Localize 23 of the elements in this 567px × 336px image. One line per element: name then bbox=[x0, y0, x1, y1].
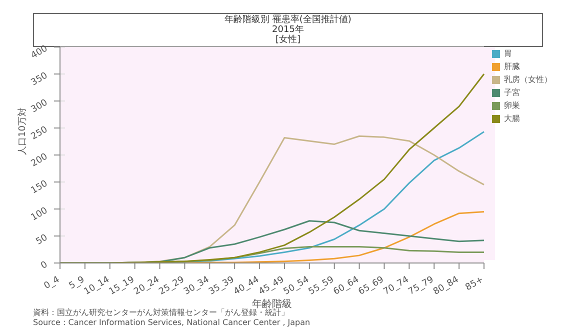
source-note: Source : Cancer Information Services, National Cancer Center , Japan bbox=[33, 318, 310, 328]
y-tick-label: 250 bbox=[30, 124, 50, 142]
chart-subtitle: 2015年 [女性] bbox=[271, 25, 305, 45]
y-tick-label: 50 bbox=[34, 232, 50, 248]
x-tick-label: 0_4 bbox=[42, 274, 62, 292]
y-tick-label: 400 bbox=[30, 44, 50, 62]
legend-label: 卵巣 bbox=[504, 100, 520, 112]
y-axis-title: 人口10万対 bbox=[17, 108, 28, 155]
x-axis-title: 年齢階級 bbox=[252, 298, 292, 310]
y-tick-label: 0 bbox=[40, 260, 50, 272]
legend-label: 胃 bbox=[504, 48, 512, 60]
chart-title: 年齢階級別 罹患率(全国推計値) bbox=[224, 15, 352, 25]
legend-label: 乳房（女性） bbox=[504, 74, 552, 86]
legend-label: 肝臓 bbox=[504, 61, 520, 73]
y-tick-label: 200 bbox=[30, 152, 50, 170]
legend-label: 大腸 bbox=[504, 113, 520, 125]
y-tick-label: 100 bbox=[30, 206, 50, 224]
text: 資料：国立がん研究センターがん対策情報センター「がん登録・統計」 bbox=[33, 308, 289, 318]
y-tick-label: 300 bbox=[30, 98, 50, 116]
legend-label: 子宮 bbox=[504, 87, 520, 99]
y-tick-label: 350 bbox=[30, 70, 50, 88]
x-tick-label: 85+ bbox=[464, 274, 486, 294]
y-tick-label: 150 bbox=[30, 178, 50, 196]
